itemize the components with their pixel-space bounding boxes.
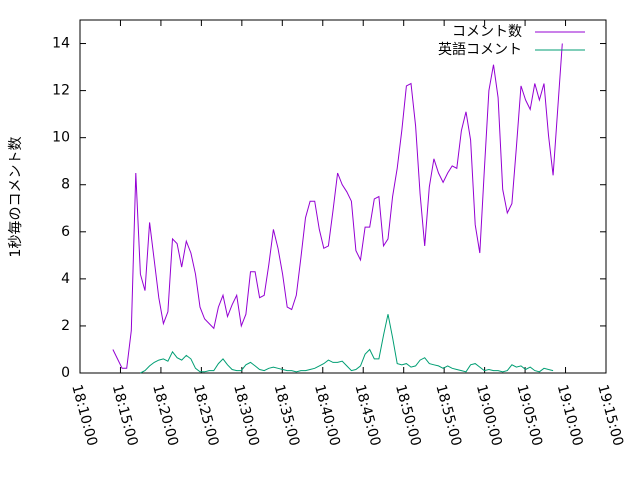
y-tick-label: 12 [52, 83, 70, 99]
x-tick-label: 18:25:00 [190, 383, 222, 448]
series-line [140, 314, 554, 374]
x-tick-label: 19:10:00 [554, 383, 586, 448]
x-tick-label: 18:40:00 [311, 383, 343, 448]
y-tick-label: 14 [52, 36, 70, 52]
x-tick-label: 18:50:00 [392, 383, 424, 448]
x-tick-label: 18:55:00 [432, 383, 464, 448]
y-tick-label: 6 [61, 224, 70, 240]
y-tick-label: 8 [61, 177, 70, 193]
series-line [112, 43, 563, 369]
legend-label: 英語コメント [438, 41, 522, 58]
x-tick-label: 19:05:00 [513, 383, 545, 448]
y-tick-label: 4 [61, 271, 70, 287]
y-tick-label: 0 [61, 365, 70, 381]
x-tick-label: 18:45:00 [352, 383, 384, 448]
x-tick-label: 19:00:00 [473, 383, 505, 448]
y-tick-label: 2 [61, 318, 70, 334]
x-tick-label: 18:15:00 [109, 383, 141, 448]
y-tick-label: 10 [52, 130, 70, 146]
x-tick-label: 18:35:00 [271, 383, 303, 448]
y-axis-label: 1秒毎のコメント数 [8, 137, 24, 258]
x-tick-label: 18:30:00 [230, 383, 262, 448]
plot-border [79, 19, 607, 374]
x-tick-label: 18:10:00 [68, 383, 100, 448]
legend-label: コメント数 [452, 24, 522, 40]
x-tick-label: 18:20:00 [149, 383, 181, 448]
x-tick-label: 19:15:00 [594, 383, 626, 448]
